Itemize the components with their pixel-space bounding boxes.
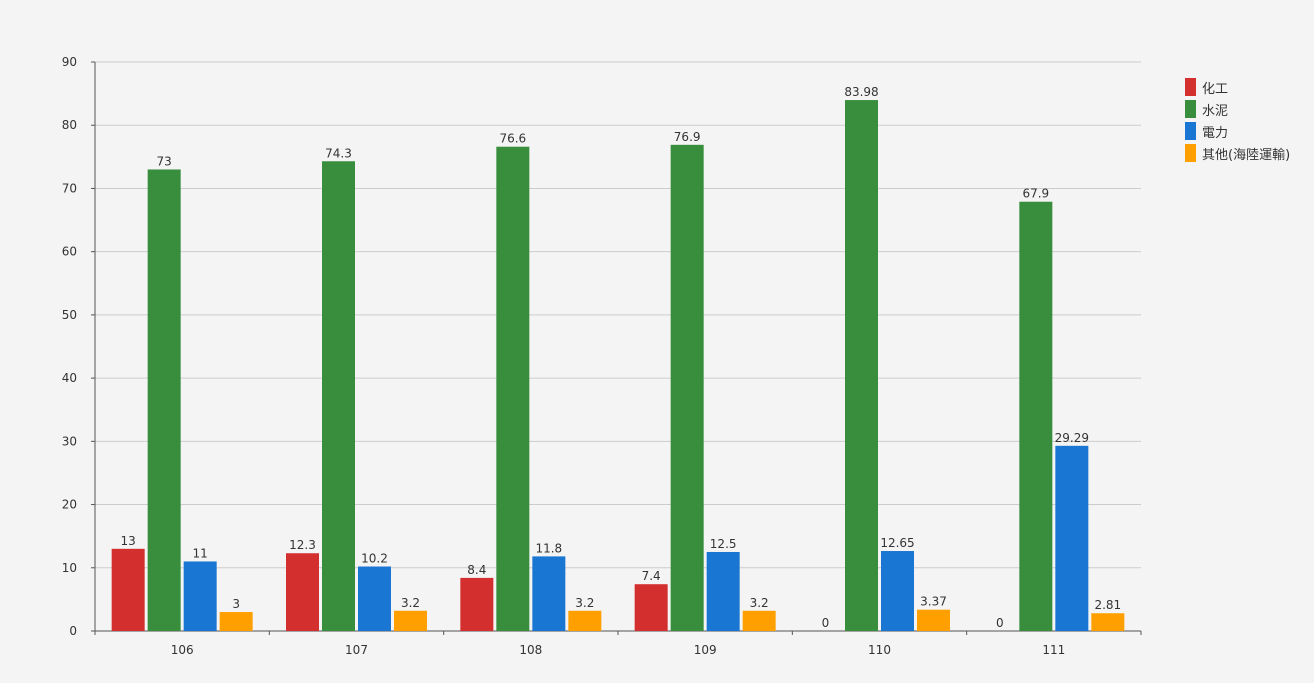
bar-110-s2 xyxy=(881,551,914,631)
data-label: 2.81 xyxy=(1094,598,1121,612)
bar-107-s3 xyxy=(394,610,427,631)
x-tick-label: 110 xyxy=(868,643,891,657)
bar-107-s0 xyxy=(286,553,319,631)
legend-swatch xyxy=(1185,100,1196,118)
bar-110-s1 xyxy=(845,100,878,632)
data-label: 12.65 xyxy=(880,536,914,550)
legend-item-other[interactable]: 其他(海陸運輸) xyxy=(1185,142,1290,164)
data-label: 0 xyxy=(822,616,830,630)
data-label: 3 xyxy=(232,597,240,611)
data-label: 13 xyxy=(121,534,136,548)
bar-108-s2 xyxy=(532,556,566,631)
x-tick-label: 107 xyxy=(345,643,368,657)
bar-111-s2 xyxy=(1055,445,1089,631)
legend-swatch xyxy=(1185,78,1196,96)
y-tick-label: 50 xyxy=(62,308,77,322)
data-label: 8.4 xyxy=(467,563,486,577)
data-label: 76.6 xyxy=(499,132,526,146)
bar-106-s3 xyxy=(219,612,253,631)
y-tick-label: 0 xyxy=(69,624,77,638)
data-label: 0 xyxy=(996,616,1004,630)
y-tick-label: 60 xyxy=(62,245,77,259)
legend-swatch xyxy=(1185,122,1196,140)
data-label: 10.2 xyxy=(361,552,388,566)
data-label: 7.4 xyxy=(642,569,661,583)
chart-legend: 化工 水泥 電力 其他(海陸運輸) xyxy=(1185,76,1290,164)
x-tick-label: 108 xyxy=(519,643,542,657)
y-tick-label: 70 xyxy=(62,181,77,195)
y-tick-label: 40 xyxy=(62,371,77,385)
bar-109-s3 xyxy=(742,610,776,631)
data-label: 73 xyxy=(157,154,172,168)
legend-label: 水泥 xyxy=(1202,103,1229,119)
y-tick-label: 30 xyxy=(62,434,77,448)
bar-111-s1 xyxy=(1019,201,1053,631)
y-tick-label: 80 xyxy=(62,118,77,132)
bar-106-s0 xyxy=(111,548,145,631)
bar-106-s1 xyxy=(147,169,181,631)
bar-109-s1 xyxy=(670,144,704,631)
data-label: 11 xyxy=(193,546,208,560)
data-label: 11.8 xyxy=(535,541,562,555)
x-tick-label: 111 xyxy=(1042,643,1065,657)
data-label: 3.2 xyxy=(401,596,420,610)
bar-110-s3 xyxy=(917,609,950,631)
data-label: 76.9 xyxy=(674,130,701,144)
bar-106-s2 xyxy=(183,561,217,631)
y-tick-label: 90 xyxy=(62,55,77,69)
bar-109-s0 xyxy=(634,584,668,631)
bar-108-s0 xyxy=(460,577,494,631)
legend-swatch xyxy=(1185,144,1196,162)
bar-107-s1 xyxy=(322,161,355,631)
data-label: 3.2 xyxy=(575,596,594,610)
data-label: 67.9 xyxy=(1022,187,1049,201)
data-label: 3.2 xyxy=(750,596,769,610)
data-label: 29.29 xyxy=(1055,431,1089,445)
bar-111-s3 xyxy=(1091,613,1125,631)
data-label: 12.5 xyxy=(710,537,737,551)
bar-108-s1 xyxy=(496,146,530,631)
legend-label: 其他(海陸運輸) xyxy=(1202,147,1291,163)
legend-item-power[interactable]: 電力 xyxy=(1185,120,1290,142)
x-tick-label: 109 xyxy=(694,643,717,657)
legend-item-cement[interactable]: 水泥 xyxy=(1185,98,1290,120)
bar-109-s2 xyxy=(706,551,740,631)
x-tick-label: 106 xyxy=(171,643,194,657)
y-tick-label: 20 xyxy=(62,498,77,512)
legend-label: 化工 xyxy=(1202,81,1229,97)
data-label: 74.3 xyxy=(325,146,352,160)
data-label: 12.3 xyxy=(289,538,316,552)
data-label: 83.98 xyxy=(844,85,878,99)
legend-item-chemical[interactable]: 化工 xyxy=(1185,76,1290,98)
bar-108-s3 xyxy=(568,610,602,631)
legend-label: 電力 xyxy=(1202,125,1229,141)
data-label: 3.37 xyxy=(920,595,947,609)
bar-107-s2 xyxy=(358,566,391,631)
y-tick-label: 10 xyxy=(62,561,77,575)
